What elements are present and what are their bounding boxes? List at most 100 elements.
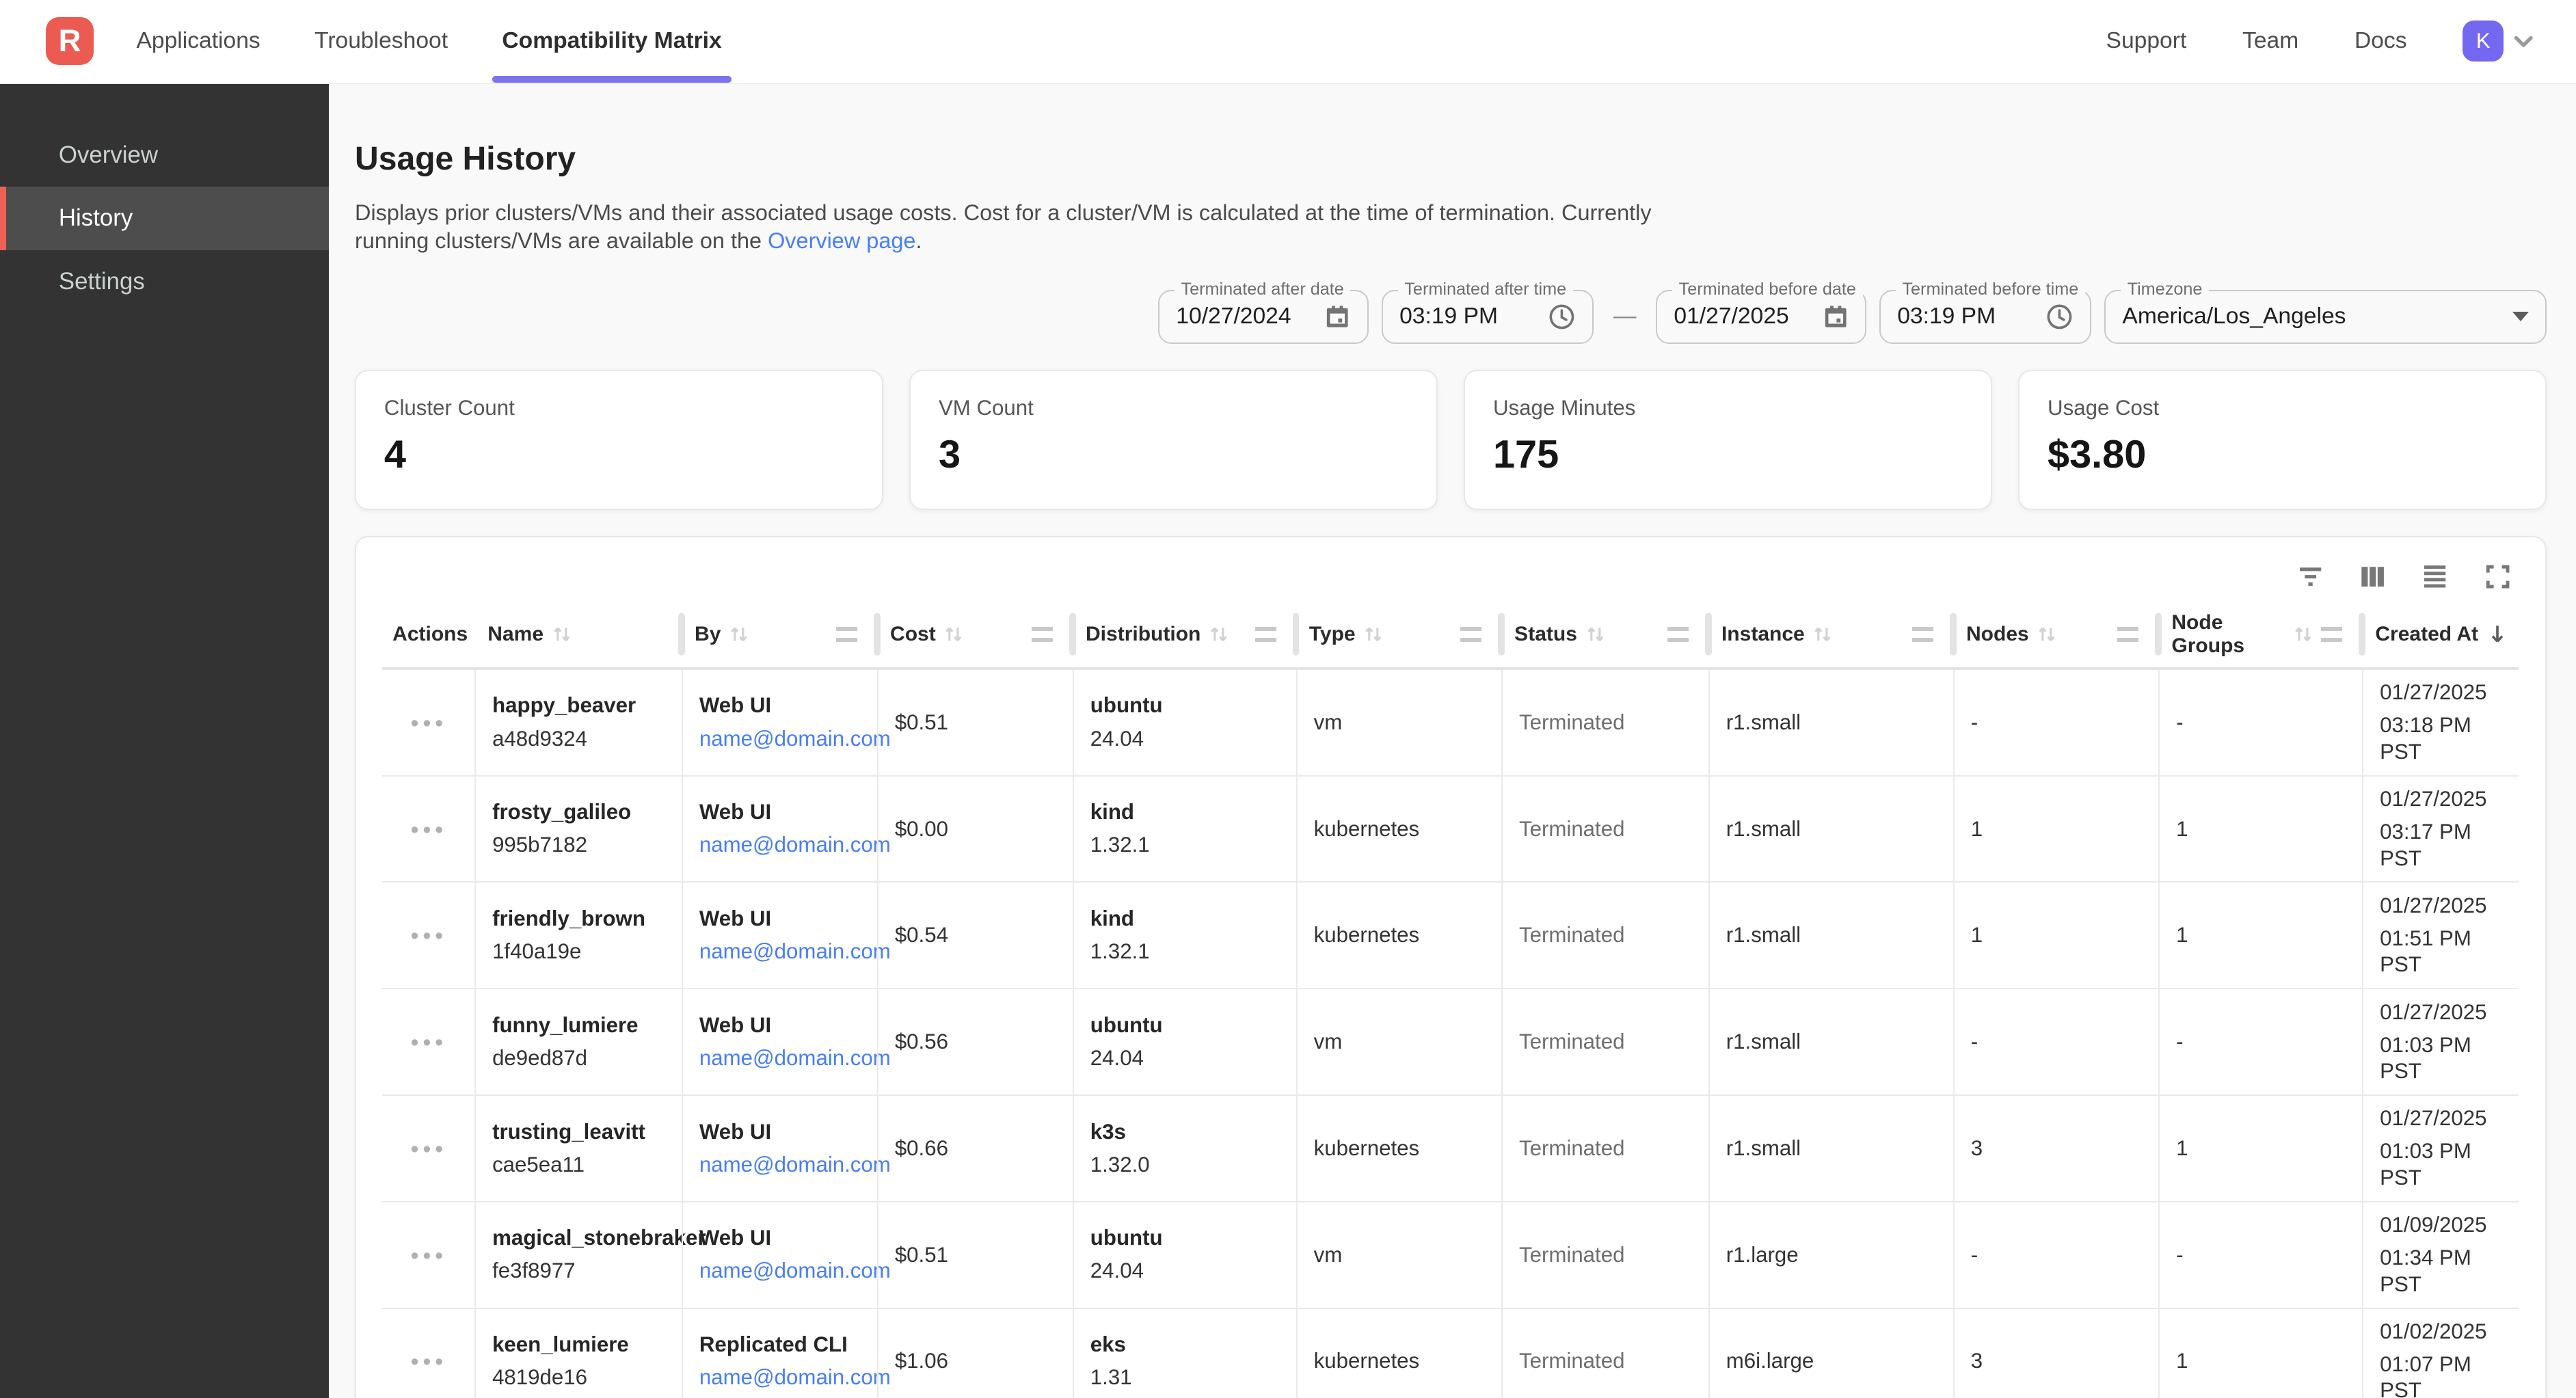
sidebar: Overview History Settings xyxy=(0,83,329,1398)
row-actions-button[interactable]: ●●● xyxy=(410,1352,447,1370)
cell-node-groups: 1 xyxy=(2158,1095,2362,1201)
cell-instance: r1.small xyxy=(1708,883,1953,989)
email-link[interactable]: name@domain.com xyxy=(699,833,891,857)
cell-status: Terminated xyxy=(1501,1202,1708,1308)
column-header-status[interactable]: Status xyxy=(1501,602,1712,667)
distribution-version: 1.32.1 xyxy=(1090,833,1150,857)
column-menu-icon[interactable] xyxy=(1031,626,1053,642)
email-link[interactable]: name@domain.com xyxy=(699,1152,891,1177)
cluster-name: keen_lumiere xyxy=(492,1332,629,1357)
cell-name: trusting_leavitt cae5ea11 xyxy=(474,1095,682,1201)
column-header-by[interactable]: By xyxy=(682,602,881,667)
column-menu-icon[interactable] xyxy=(2321,626,2343,642)
cluster-name: frosty_galileo xyxy=(492,800,632,824)
cell-name: keen_lumiere 4819de16 xyxy=(474,1308,682,1398)
column-header-created-at[interactable]: Created At xyxy=(2362,602,2520,667)
cell-by: Web UI name@domain.com xyxy=(681,669,891,775)
email-link[interactable]: name@domain.com xyxy=(699,1045,891,1070)
filter-timezone[interactable]: Timezone America/Los_Angeles xyxy=(2104,279,2547,344)
row-actions-button[interactable]: ●●● xyxy=(410,1246,447,1263)
cluster-id: cae5ea11 xyxy=(492,1152,585,1177)
nav-link-support[interactable]: Support xyxy=(2106,28,2187,54)
table-row: ●●● trusting_leavitt cae5ea11 Web UI name@… xyxy=(382,1095,2519,1202)
column-menu-icon[interactable] xyxy=(1911,626,1933,642)
cell-created-at: 01/27/2025 03:18 PM PST xyxy=(2362,669,2520,775)
cell-created-at: 01/27/2025 01:03 PM PST xyxy=(2362,989,2520,1094)
row-actions-button[interactable]: ●●● xyxy=(410,1139,447,1157)
column-header-label: Nodes xyxy=(1966,622,2029,645)
cell-name: friendly_brown 1f40a19e xyxy=(474,883,682,989)
cell-nodes: 3 xyxy=(1953,1308,2158,1398)
column-header-distribution[interactable]: Distribution xyxy=(1073,602,1300,667)
nav-link-docs[interactable]: Docs xyxy=(2354,28,2407,54)
cell-distribution: ubuntu 24.04 xyxy=(1072,1202,1296,1308)
nav-tab-applications[interactable]: Applications xyxy=(136,0,260,83)
distribution-version: 24.04 xyxy=(1090,1045,1144,1070)
page-title: Usage History xyxy=(355,140,576,178)
column-header-node-groups[interactable]: Node Groups xyxy=(2158,602,2365,667)
nav-right: Support Team Docs K xyxy=(2106,21,2537,62)
column-header-cost[interactable]: Cost xyxy=(877,602,1076,667)
sort-icon xyxy=(1362,623,1385,646)
stat-label: VM Count xyxy=(938,396,1034,420)
filter-terminated-before-time[interactable]: Terminated before time 03:19 PM xyxy=(1879,279,2092,344)
by-source: Replicated CLI xyxy=(699,1332,848,1357)
column-menu-icon[interactable] xyxy=(1667,626,1689,642)
email-link[interactable]: name@domain.com xyxy=(699,1365,891,1390)
column-menu-icon[interactable] xyxy=(1255,626,1276,642)
density-icon[interactable] xyxy=(2417,559,2453,595)
cell-by: Web UI name@domain.com xyxy=(681,989,891,1094)
sort-icon xyxy=(1811,623,1834,646)
avatar[interactable]: K xyxy=(2463,21,2504,62)
column-header-nodes[interactable]: Nodes xyxy=(1953,602,2162,667)
cluster-id: a48d9324 xyxy=(492,726,588,751)
sidebar-item-settings[interactable]: Settings xyxy=(0,250,329,314)
top-navbar: R Applications Troubleshoot Compatibility … xyxy=(0,0,2576,84)
email-link[interactable]: name@domain.com xyxy=(699,939,891,964)
nav-tab-compatibility-matrix[interactable]: Compatibility Matrix xyxy=(492,0,732,83)
cell-name: frosty_galileo 995b7182 xyxy=(474,776,682,882)
by-source: Web UI xyxy=(699,800,772,824)
columns-icon[interactable] xyxy=(2354,559,2391,595)
column-header-instance[interactable]: Instance xyxy=(1708,602,1957,667)
replicated-logo[interactable]: R xyxy=(46,17,94,66)
cluster-id: 1f40a19e xyxy=(492,939,582,964)
cell-type: vm xyxy=(1296,989,1501,1094)
column-divider xyxy=(1704,613,1712,656)
nav-link-team[interactable]: Team xyxy=(2242,28,2299,54)
caret-down-icon xyxy=(2512,312,2529,321)
row-actions-button[interactable]: ●●● xyxy=(410,713,447,731)
column-header-type[interactable]: Type xyxy=(1296,602,1505,667)
sort-icon xyxy=(1207,623,1231,646)
filter-terminated-after-date[interactable]: Terminated after date 10/27/2024 xyxy=(1158,279,1369,344)
column-header-name[interactable]: Name xyxy=(474,602,685,667)
column-divider xyxy=(1949,613,1957,656)
cell-node-groups: - xyxy=(2158,1202,2362,1308)
fullscreen-icon[interactable] xyxy=(2480,559,2516,595)
row-actions-button[interactable]: ●●● xyxy=(410,820,447,837)
overview-page-link[interactable]: Overview page xyxy=(768,228,916,254)
account-menu[interactable]: K xyxy=(2463,21,2536,62)
row-actions-button[interactable]: ●●● xyxy=(410,1033,447,1051)
column-menu-icon[interactable] xyxy=(2117,626,2139,642)
column-menu-icon[interactable] xyxy=(835,626,857,642)
cell-name: funny_lumiere de9ed87d xyxy=(474,989,682,1094)
filter-terminated-before-date[interactable]: Terminated before date 01/27/2025 xyxy=(1656,279,1866,344)
column-menu-icon[interactable] xyxy=(1460,626,1482,642)
row-actions-button[interactable]: ●●● xyxy=(410,926,447,944)
nav-tab-label: Applications xyxy=(136,28,260,54)
email-link[interactable]: name@domain.com xyxy=(699,1259,891,1283)
cell-status: Terminated xyxy=(1501,883,1708,989)
filter-icon[interactable] xyxy=(2292,559,2329,595)
email-link[interactable]: name@domain.com xyxy=(699,726,891,751)
column-header-label: By xyxy=(695,622,721,645)
stat-label: Usage Cost xyxy=(2048,396,2160,420)
cell-by: Replicated CLI name@domain.com xyxy=(681,1308,891,1398)
sidebar-item-overview[interactable]: Overview xyxy=(0,123,329,187)
cell-instance: r1.small xyxy=(1708,776,1953,882)
sidebar-item-history[interactable]: History xyxy=(0,187,329,250)
filter-terminated-after-time[interactable]: Terminated after time 03:19 PM xyxy=(1382,279,1594,344)
cell-instance: m6i.large xyxy=(1708,1308,1953,1398)
nav-tab-troubleshoot[interactable]: Troubleshoot xyxy=(314,0,448,83)
